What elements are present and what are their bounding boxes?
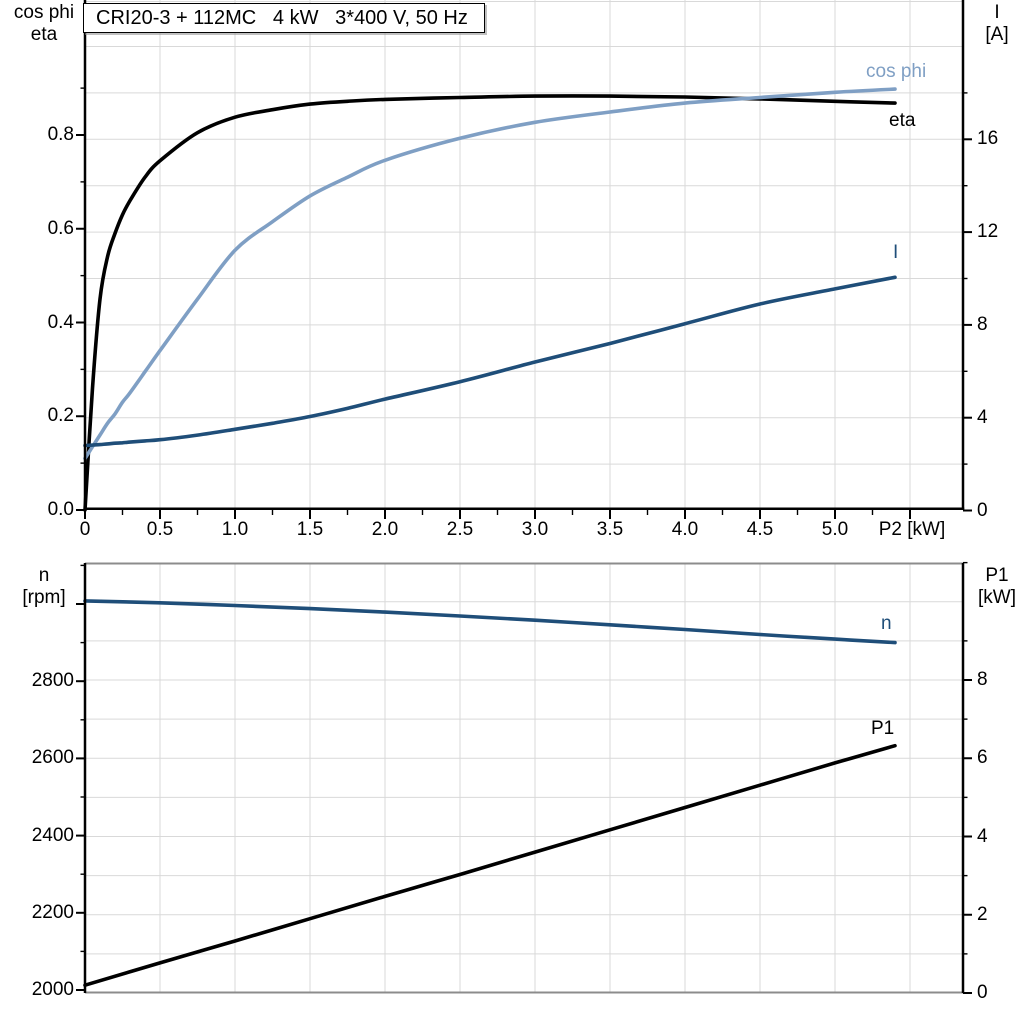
p1-tick-label: 6 bbox=[977, 747, 988, 769]
eta-tick-label: 0.0 bbox=[47, 499, 74, 520]
x-tick-label: 0.5 bbox=[146, 519, 174, 540]
current-unit-label: [A] bbox=[985, 24, 1009, 45]
curve-label-eta: eta bbox=[889, 110, 916, 131]
speed-unit-label: [rpm] bbox=[22, 587, 66, 608]
p1-tick-label: 0 bbox=[977, 982, 988, 1003]
x-tick-label: 5.0 bbox=[821, 519, 849, 540]
current-tick-label: 16 bbox=[977, 128, 999, 150]
curve-eta bbox=[83, 94, 897, 512]
p1-tick-label: 4 bbox=[977, 825, 988, 847]
x-tick-label: 3.0 bbox=[521, 519, 549, 540]
eta-tick-label: 0.4 bbox=[47, 311, 74, 333]
current-tick-label: 0 bbox=[977, 499, 988, 521]
x-tick-label: 2.0 bbox=[371, 519, 399, 540]
x-tick-label: 2.5 bbox=[446, 519, 474, 540]
curve-P1 bbox=[83, 743, 897, 987]
curve-n bbox=[83, 599, 897, 645]
curve-label-current: I bbox=[893, 242, 899, 263]
curve-label-speed: n bbox=[881, 613, 892, 634]
cos-phi-axis-label: cos phi bbox=[13, 2, 75, 23]
curve-label-cos-phi: cos phi bbox=[866, 61, 927, 82]
bottom-right-axis-title: P1 [kW] bbox=[972, 565, 1022, 609]
top-right-axis-title: I [A] bbox=[972, 2, 1022, 46]
p1-tick-label: 8 bbox=[977, 669, 988, 690]
p1-unit-label: [kW] bbox=[978, 587, 1016, 608]
curve-label-p1: P1 bbox=[871, 718, 895, 739]
curve-I bbox=[83, 275, 897, 448]
top-left-axis-title: cos phi eta bbox=[6, 2, 82, 46]
x-axis-label: P2 [kW] bbox=[878, 519, 946, 540]
title-box: CRI20-3 + 112MC 4 kW 3*400 V, 50 Hz bbox=[83, 3, 485, 33]
x-tick-label: 4.5 bbox=[746, 519, 774, 540]
x-tick-label: 3.5 bbox=[596, 519, 624, 540]
current-tick-label: 4 bbox=[977, 406, 988, 428]
current-axis-label: I bbox=[994, 2, 1000, 23]
x-tick-label: 1.0 bbox=[221, 519, 249, 540]
rpm-tick-label: 2600 bbox=[31, 747, 74, 769]
x-tick-label: 4.0 bbox=[671, 519, 699, 540]
p1-axis-label: P1 bbox=[985, 565, 1009, 586]
x-tick-label: 0 bbox=[79, 519, 91, 540]
eta-tick-label: 0.2 bbox=[47, 405, 74, 427]
eta-axis-label: eta bbox=[30, 24, 58, 45]
eta-tick-label: 0.6 bbox=[47, 217, 74, 239]
current-tick-label: 12 bbox=[977, 221, 999, 243]
x-tick-label: 1.5 bbox=[296, 519, 324, 540]
bottom-left-axis-title: n [rpm] bbox=[6, 565, 82, 609]
current-tick-label: 8 bbox=[977, 313, 988, 335]
rpm-tick-label: 2000 bbox=[31, 979, 74, 1000]
rpm-tick-label: 2400 bbox=[31, 824, 74, 846]
speed-axis-label: n bbox=[38, 565, 50, 586]
rpm-tick-label: 2200 bbox=[31, 901, 74, 923]
p1-tick-label: 2 bbox=[977, 903, 988, 925]
curve-cos-phi bbox=[83, 87, 897, 461]
chart-title: CRI20-3 + 112MC 4 kW 3*400 V, 50 Hz bbox=[96, 6, 468, 29]
eta-tick-label: 0.8 bbox=[47, 124, 74, 145]
rpm-tick-label: 2800 bbox=[31, 670, 74, 692]
